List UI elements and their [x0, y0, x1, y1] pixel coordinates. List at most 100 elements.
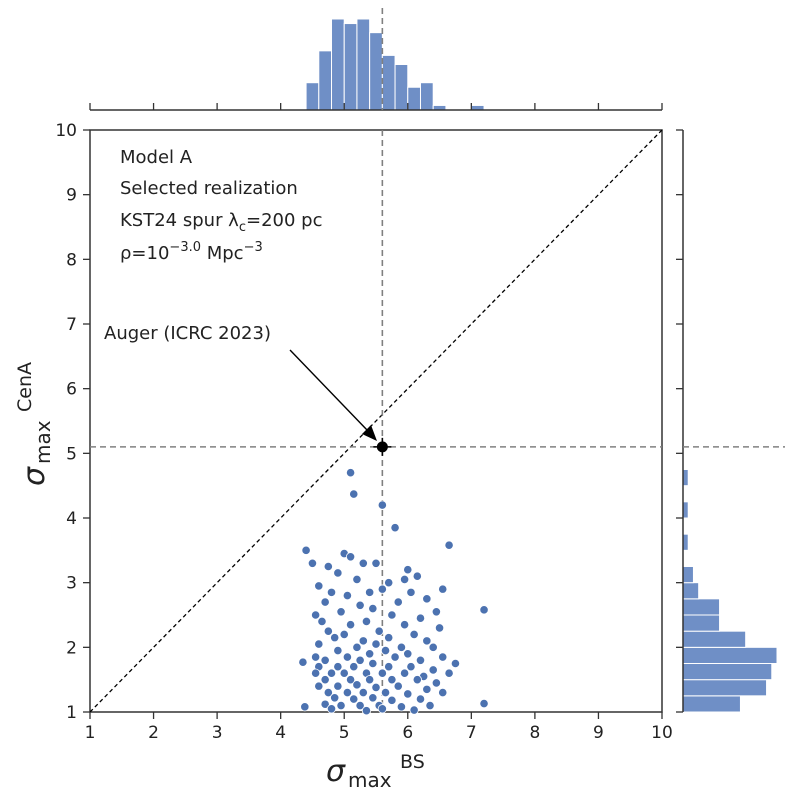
right-hist-bar — [682, 566, 694, 584]
scatter-point — [320, 699, 330, 709]
right-histogram — [676, 129, 785, 713]
scatter-point — [403, 689, 413, 699]
scatter-point — [384, 578, 394, 588]
x-ticks: 1 2 3 4 5 6 7 8 9 10 — [85, 712, 673, 743]
top-hist-bar — [331, 18, 345, 111]
scatter-point — [479, 698, 489, 709]
top-hist-bar — [318, 50, 333, 111]
scatter-point — [403, 565, 413, 575]
scatter-point — [384, 633, 394, 643]
scatter-point — [374, 626, 384, 636]
scatter-point — [298, 657, 308, 667]
scatter-point — [342, 652, 352, 662]
scatter-point — [358, 558, 368, 568]
scatter-point — [444, 540, 454, 550]
top-hist-bar — [305, 82, 320, 111]
auger-arrow — [289, 349, 377, 441]
scatter-point — [396, 702, 407, 712]
scatter-point — [412, 571, 422, 581]
scatter-point — [320, 597, 330, 607]
scatter-point — [438, 584, 448, 594]
x-axis-label: σ max BS — [326, 751, 425, 792]
scatter-point — [377, 668, 387, 678]
scatter-point — [399, 668, 410, 678]
scatter-point — [393, 681, 403, 691]
scatter-point — [377, 500, 387, 510]
scatter-point — [390, 652, 400, 662]
scatter-point — [361, 616, 372, 627]
scatter-point — [323, 561, 333, 572]
scatter-point — [444, 668, 454, 678]
x-tick-label: 8 — [529, 723, 540, 743]
scatter-point — [311, 652, 321, 662]
y-tick-label: 4 — [66, 509, 77, 529]
scatter-point — [412, 675, 422, 685]
scatter-point — [390, 523, 400, 533]
scatter-point — [314, 581, 324, 591]
y-tick-label: 5 — [66, 444, 77, 464]
svg-text:σ: σ — [17, 466, 52, 486]
x-tick-label: 10 — [651, 723, 673, 743]
y-tick-label: 2 — [66, 638, 77, 658]
scatter-point — [438, 652, 448, 662]
scatter-point — [326, 587, 337, 597]
right-hist-bar — [682, 695, 741, 713]
scatter-point — [345, 620, 356, 630]
scatter-point — [399, 574, 410, 585]
scatter-point — [336, 607, 346, 617]
right-hist-bar — [682, 614, 721, 632]
scatter-point — [396, 642, 407, 652]
scatter-point — [317, 616, 327, 627]
scatter-point — [406, 662, 416, 672]
scatter-point — [333, 681, 343, 691]
scatter-point — [409, 705, 419, 715]
top-hist-bar — [419, 82, 434, 111]
y-tick-label: 6 — [66, 380, 77, 400]
scatter-points — [298, 468, 489, 716]
scatter-point — [384, 662, 394, 672]
svg-text:BS: BS — [400, 751, 425, 773]
scatter-point — [380, 645, 391, 656]
scatter-point — [371, 639, 381, 649]
scatter-point — [323, 626, 333, 636]
svg-text:CenA: CenA — [14, 362, 36, 412]
scatter-point — [387, 675, 397, 685]
right-hist-bar — [682, 646, 778, 664]
scatter-point — [387, 695, 397, 705]
scatter-point — [342, 687, 352, 698]
scatter-point — [355, 600, 365, 610]
auger-label: Auger (ICRC 2023) — [104, 323, 271, 344]
scatter-point — [330, 633, 340, 643]
scatter-point — [330, 693, 340, 703]
right-hist-bar — [682, 630, 747, 648]
scatter-point — [358, 636, 368, 646]
x-tick-label: 5 — [339, 723, 350, 743]
scatter-point — [342, 590, 352, 601]
x-tick-label: 2 — [148, 723, 159, 743]
right-hist-bar — [682, 533, 689, 551]
scatter-point — [349, 662, 359, 672]
x-tick-label: 1 — [85, 723, 96, 743]
y-axis-label: σ max CenA — [14, 362, 55, 486]
scatter-point — [380, 687, 391, 698]
scatter-point — [409, 629, 419, 640]
scatter-point — [422, 594, 432, 604]
scatter-point — [352, 574, 362, 585]
top-hist-bar — [343, 23, 358, 111]
scatter-point — [314, 681, 324, 691]
scatter-point — [300, 702, 310, 712]
scatter-point — [326, 704, 337, 714]
x-tick-label: 9 — [593, 723, 604, 743]
scatter-point — [406, 587, 416, 597]
top-hist-bar — [369, 32, 383, 111]
scatter-point — [323, 687, 333, 698]
scatter-point — [320, 675, 330, 685]
right-hist-bar — [682, 582, 700, 600]
scatter-point — [326, 668, 337, 678]
annotation-spur: KST24 spur λc=200 pc — [120, 210, 322, 235]
scatter-point — [352, 680, 362, 690]
x-tick-label: 6 — [402, 723, 413, 743]
annotation-density: ρ=10−3.0 Mpc−3 — [120, 240, 263, 264]
scatter-point — [301, 545, 311, 555]
